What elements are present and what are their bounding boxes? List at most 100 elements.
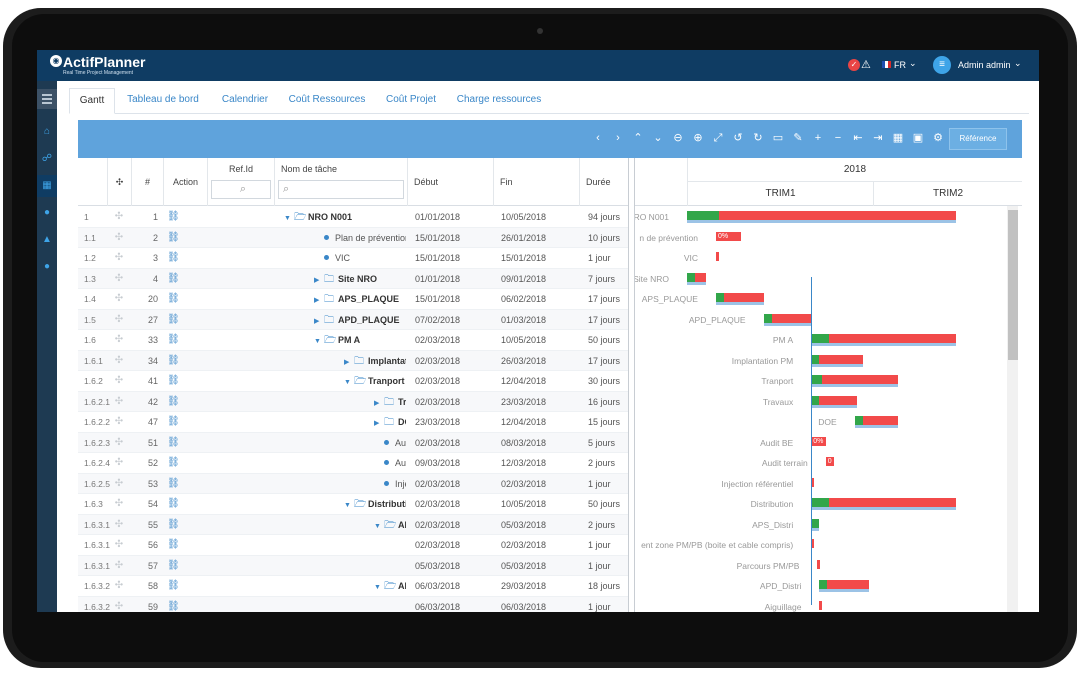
col-num[interactable]: # bbox=[132, 158, 164, 206]
table-row[interactable]: 1.4 ✣ 20 ⛓ ▶ 🗀 APS_PLAQUE 15/01/2018 06/02/2018 1… bbox=[78, 289, 628, 310]
table-row[interactable]: 1.5 ✣ 27 ⛓ ▶ 🗀 APD_PLAQUE 07/02/2018 01/03/2018 1… bbox=[78, 309, 628, 330]
table-row[interactable]: 1.6.1 ✣ 34 ⛓ ▶ 🗀 Implantation... 02/03/2018 26/0… bbox=[78, 350, 628, 371]
chevron-down-icon[interactable]: ⌄ bbox=[909, 58, 917, 68]
table-row[interactable]: 1.2 ✣ 3 ⛓ VIC 15/01/2018 15/01/2018 1 jour bbox=[78, 248, 628, 269]
task-name[interactable]: Plan de prévention bbox=[274, 228, 406, 248]
warning-icon[interactable]: ⚠ bbox=[861, 59, 871, 71]
tab-calendrier[interactable]: Calendrier bbox=[221, 94, 269, 105]
table-row[interactable]: 1.6.3.1.1 ✣ 56 ⛓ Dimen... 02/03/2018 02/03/201… bbox=[78, 535, 628, 556]
gantt-bar[interactable] bbox=[819, 600, 823, 610]
monitor-icon[interactable]: ▭ bbox=[772, 132, 784, 144]
action-link-icon[interactable]: ⛓ bbox=[167, 600, 180, 612]
drag-handle-icon[interactable]: ✣ bbox=[114, 477, 124, 489]
save-icon[interactable]: ▣ bbox=[912, 132, 924, 144]
drag-handle-icon[interactable]: ✣ bbox=[114, 559, 124, 571]
drag-handle-icon[interactable]: ✣ bbox=[114, 272, 124, 284]
home-icon[interactable]: ⌂ bbox=[43, 126, 51, 137]
gantt-bar[interactable] bbox=[811, 334, 957, 343]
task-name[interactable]: ▶ 🗀 APS_PLAQUE bbox=[274, 289, 406, 309]
task-name[interactable]: ▼ 🗁 PM A bbox=[274, 330, 406, 350]
flag-fr-icon[interactable] bbox=[882, 61, 891, 68]
gantt-bar[interactable] bbox=[811, 375, 899, 384]
action-link-icon[interactable]: ⛓ bbox=[167, 498, 180, 509]
user-icon[interactable]: ● bbox=[43, 207, 51, 218]
table-row[interactable]: 1 ✣ 1 ⛓ ▼ 🗁 NRO N001 01/01/2018 10/05/2018 94 jou… bbox=[78, 207, 628, 228]
task-name[interactable]: ▶ 🗀 DOE bbox=[274, 412, 406, 432]
col-refid[interactable]: Ref.Id ⌕ bbox=[208, 158, 275, 206]
caret-right-icon[interactable]: ▶ bbox=[374, 420, 380, 427]
caret-down-icon[interactable]: ▼ bbox=[374, 584, 381, 591]
gantt-bar[interactable] bbox=[817, 559, 821, 569]
action-link-icon[interactable]: ⛓ bbox=[167, 395, 180, 407]
task-name[interactable]: ▼ 🗁 NRO N001 bbox=[274, 207, 406, 227]
language-select[interactable]: FR bbox=[894, 60, 906, 70]
action-link-icon[interactable]: ⛓ bbox=[167, 436, 180, 448]
action-link-icon[interactable]: ⛓ bbox=[167, 518, 180, 530]
gantt-bar[interactable] bbox=[825, 457, 834, 466]
gantt-bar[interactable] bbox=[811, 477, 815, 487]
drag-handle-icon[interactable]: ✣ bbox=[114, 518, 124, 530]
action-link-icon[interactable]: ⛓ bbox=[167, 457, 180, 468]
gantt-bar[interactable] bbox=[819, 580, 870, 589]
drag-handle-icon[interactable]: ✣ bbox=[114, 539, 124, 550]
caret-down-icon[interactable]: ▼ bbox=[314, 338, 321, 345]
task-filter-input[interactable]: ⌕ bbox=[278, 180, 404, 199]
gantt-bar[interactable] bbox=[811, 354, 863, 364]
drag-handle-icon[interactable]: ✣ bbox=[114, 354, 124, 366]
task-name[interactable]: Aiguilla... bbox=[274, 597, 406, 613]
table-row[interactable]: 1.6.2.2 ✣ 47 ⛓ ▶ 🗀 DOE 23/03/2018 12/04/2018 15 j… bbox=[78, 412, 628, 433]
gantt-bar[interactable] bbox=[854, 416, 899, 425]
user-menu[interactable]: Admin admin bbox=[958, 60, 1011, 70]
table-row[interactable]: 1.3 ✣ 4 ⛓ ▶ 🗀 Site NRO 01/01/2018 09/01/2018 7 jo… bbox=[78, 268, 628, 289]
table-row[interactable]: 1.6.3 ✣ 54 ⛓ ▼🗁Distribution 02/03/2018 10/05/2… bbox=[78, 494, 628, 515]
gantt-bar[interactable] bbox=[715, 231, 741, 241]
task-name[interactable]: ▶ 🗀 Travaux bbox=[274, 392, 406, 412]
task-name[interactable]: Dimen... bbox=[274, 535, 406, 555]
drag-handle-icon[interactable]: ✣ bbox=[114, 580, 124, 591]
calendar-icon[interactable]: ▦ bbox=[37, 175, 57, 197]
drag-handle-icon[interactable]: ✣ bbox=[114, 375, 124, 386]
drag-handle-icon[interactable]: ✣ bbox=[114, 600, 124, 612]
avatar[interactable]: ≡ bbox=[933, 56, 951, 74]
caret-right-icon[interactable]: ▶ bbox=[344, 358, 350, 366]
tab-tableau-de-bord[interactable]: Tableau de bord bbox=[127, 94, 199, 105]
gantt-bar[interactable] bbox=[811, 436, 826, 446]
undo-icon[interactable]: ↺ bbox=[733, 132, 743, 144]
chevrons-up-icon[interactable]: ⌃ bbox=[633, 132, 643, 144]
gantt-bar[interactable] bbox=[811, 539, 815, 548]
gantt-bar[interactable] bbox=[811, 395, 857, 405]
drag-handle-icon[interactable]: ✣ bbox=[114, 395, 124, 407]
action-link-icon[interactable]: ⛓ bbox=[167, 375, 180, 386]
caret-down-icon[interactable]: ▼ bbox=[374, 522, 381, 530]
caret-down-icon[interactable]: ▼ bbox=[344, 379, 351, 386]
zoom-out-icon[interactable]: ⊖ bbox=[673, 132, 683, 144]
table-row[interactable]: 1.6.2.4 ✣ 52 ⛓ Audit terra... 09/03/2018 12/03… bbox=[78, 453, 628, 474]
chevron-left-icon[interactable]: ‹ bbox=[596, 132, 600, 144]
warning-icon[interactable]: ▲ bbox=[42, 234, 52, 245]
gantt-bar[interactable] bbox=[811, 498, 957, 507]
chevron-down-icon[interactable]: ⌄ bbox=[1014, 58, 1022, 68]
gantt-bar[interactable] bbox=[715, 293, 764, 302]
action-link-icon[interactable]: ⛓ bbox=[167, 416, 180, 427]
task-name[interactable]: ▼🗁APS_Distri bbox=[274, 515, 406, 535]
caret-right-icon[interactable]: ▶ bbox=[314, 317, 320, 325]
task-name[interactable]: Injection r... bbox=[274, 474, 406, 494]
task-name[interactable]: VIC bbox=[274, 248, 406, 268]
table-row[interactable]: 1.6 ✣ 33 ⛓ ▼ 🗁 PM A 02/03/2018 10/05/2018 50 jour… bbox=[78, 330, 628, 351]
drag-handle-icon[interactable]: ✣ bbox=[114, 231, 124, 243]
user-icon[interactable]: ● bbox=[43, 261, 51, 272]
caret-right-icon[interactable]: ▶ bbox=[314, 276, 320, 284]
outdent-icon[interactable]: ⇤ bbox=[853, 132, 863, 144]
action-link-icon[interactable]: ⛓ bbox=[167, 313, 180, 325]
grid-splitter[interactable] bbox=[628, 158, 635, 612]
table-row[interactable]: 1.6.3.1 ✣ 55 ⛓ ▼🗁APS_Distri 02/03/2018 05/03/2… bbox=[78, 514, 628, 535]
action-link-icon[interactable]: ⛓ bbox=[167, 334, 180, 345]
caret-down-icon[interactable]: ▼ bbox=[284, 215, 291, 222]
remove-icon[interactable]: − bbox=[834, 132, 842, 144]
gantt-bar[interactable] bbox=[687, 272, 706, 282]
indent-icon[interactable]: ⇥ bbox=[873, 132, 883, 144]
action-link-icon[interactable]: ⛓ bbox=[167, 354, 180, 366]
paint-icon[interactable]: ✎ bbox=[793, 132, 803, 144]
chevron-right-icon[interactable]: › bbox=[616, 132, 620, 144]
table-row[interactable]: 1.6.3.2 ✣ 58 ⛓ ▼🗁APD_Distri 06/03/2018 29/03/2… bbox=[78, 576, 628, 597]
